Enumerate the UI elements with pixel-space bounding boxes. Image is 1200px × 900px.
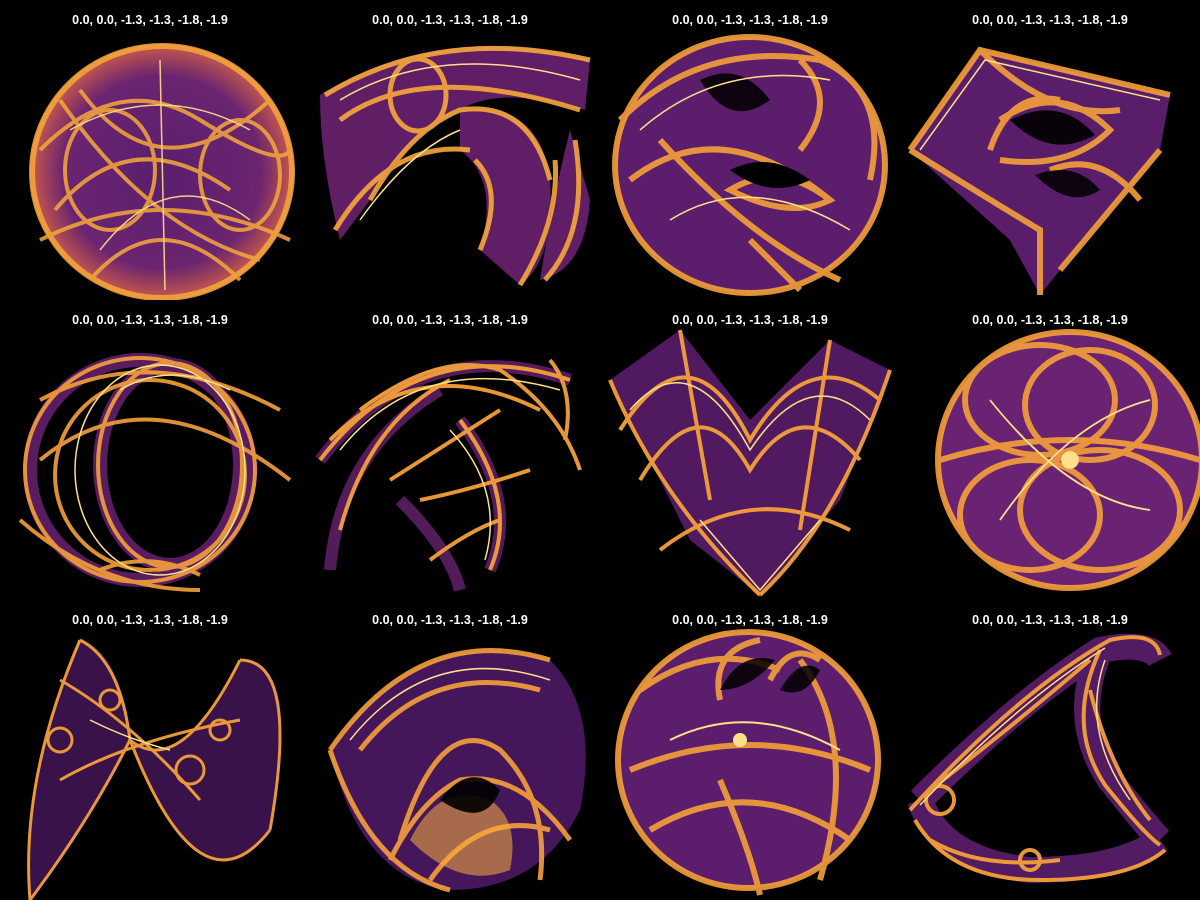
- attractor-panel: 0.0, 0.0, -1.3, -1.3, -1.8, -1.9: [900, 600, 1200, 900]
- panel-title: 0.0, 0.0, -1.3, -1.3, -1.8, -1.9: [672, 613, 828, 627]
- attractor-figure-butterfly: [27, 638, 282, 900]
- attractor-panel: 0.0, 0.0, -1.3, -1.3, -1.8, -1.9: [0, 300, 300, 600]
- panel-title: 0.0, 0.0, -1.3, -1.3, -1.8, -1.9: [372, 13, 528, 27]
- panel-title: 0.0, 0.0, -1.3, -1.3, -1.8, -1.9: [972, 613, 1128, 627]
- attractor-figure-sphere-folds: [612, 34, 888, 296]
- attractor-panel: 0.0, 0.0, -1.3, -1.3, -1.8, -1.9: [300, 0, 600, 300]
- attractor-figure-diamond: [907, 46, 1171, 295]
- attractor-panel: 0.0, 0.0, -1.3, -1.3, -1.8, -1.9: [0, 0, 300, 300]
- attractor-panel: 0.0, 0.0, -1.3, -1.3, -1.8, -1.9: [600, 0, 900, 300]
- panel-title: 0.0, 0.0, -1.3, -1.3, -1.8, -1.9: [972, 313, 1128, 327]
- panel-title: 0.0, 0.0, -1.3, -1.3, -1.8, -1.9: [72, 13, 228, 27]
- panel-title: 0.0, 0.0, -1.3, -1.3, -1.8, -1.9: [72, 613, 228, 627]
- attractor-panel: 0.0, 0.0, -1.3, -1.3, -1.8, -1.9: [600, 300, 900, 600]
- panel-title: 0.0, 0.0, -1.3, -1.3, -1.8, -1.9: [372, 613, 528, 627]
- attractor-figure-ribbon-torus: [327, 648, 586, 893]
- panel-title: 0.0, 0.0, -1.3, -1.3, -1.8, -1.9: [672, 313, 828, 327]
- attractor-figure-sphere-crescent: [615, 629, 881, 896]
- attractor-figure-round-disc: [29, 43, 295, 300]
- attractor-panel: 0.0, 0.0, -1.3, -1.3, -1.8, -1.9: [900, 300, 1200, 600]
- attractor-figure-zigzag-bowl: [608, 329, 892, 597]
- attractor-figure-triangular-ribbon: [907, 633, 1172, 884]
- attractor-panel: 0.0, 0.0, -1.3, -1.3, -1.8, -1.9: [300, 300, 600, 600]
- attractor-figure-disc-eight: [935, 329, 1200, 591]
- attractor-panel: 0.0, 0.0, -1.3, -1.3, -1.8, -1.9: [600, 600, 900, 900]
- attractor-figure-ribbon-arch: [320, 45, 591, 287]
- panel-title: 0.0, 0.0, -1.3, -1.3, -1.8, -1.9: [72, 313, 228, 327]
- attractor-figure-rings: [18, 353, 292, 592]
- attractor-panel: 0.0, 0.0, -1.3, -1.3, -1.8, -1.9: [300, 600, 600, 900]
- panel-title: 0.0, 0.0, -1.3, -1.3, -1.8, -1.9: [972, 13, 1128, 27]
- attractor-panel: 0.0, 0.0, -1.3, -1.3, -1.8, -1.9: [0, 600, 300, 900]
- attractor-figure-arcs: [315, 358, 582, 592]
- panel-title: 0.0, 0.0, -1.3, -1.3, -1.8, -1.9: [372, 313, 528, 327]
- panel-title: 0.0, 0.0, -1.3, -1.3, -1.8, -1.9: [672, 13, 828, 27]
- attractor-panel: 0.0, 0.0, -1.3, -1.3, -1.8, -1.9: [900, 0, 1200, 300]
